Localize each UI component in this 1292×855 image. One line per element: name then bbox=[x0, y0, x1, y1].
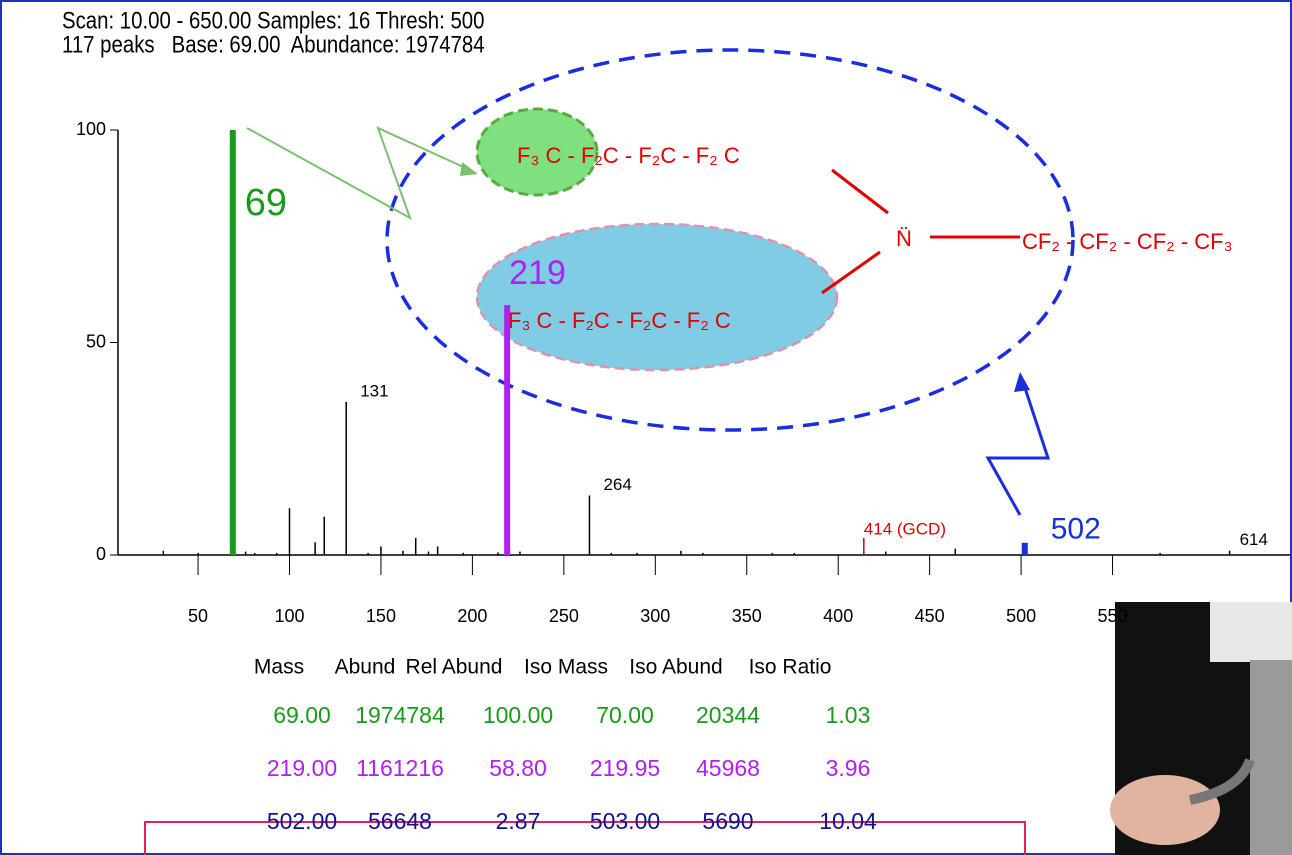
peak bbox=[771, 552, 774, 555]
arrow-green bbox=[246, 126, 471, 221]
arrow-blue bbox=[985, 384, 1051, 516]
fragment-blue bbox=[475, 222, 839, 372]
peak bbox=[497, 552, 499, 555]
peak bbox=[288, 508, 291, 555]
column-header: Iso Abund bbox=[629, 656, 722, 679]
table-cell: 2.87 bbox=[496, 808, 541, 834]
peak-info: 117 peaks Base: 69.00 Abundance: 1974784 bbox=[62, 31, 485, 58]
table-cell: 58.80 bbox=[489, 755, 547, 781]
nitrogen: N̈ bbox=[896, 226, 912, 251]
peak-label: 69 bbox=[245, 182, 287, 224]
fragment-label: F₃ C - F₂C - F₂C - F₂ C bbox=[517, 143, 740, 168]
peak bbox=[504, 305, 511, 555]
table-cell: 502.00 bbox=[267, 808, 337, 834]
molecule-outline bbox=[385, 48, 1075, 432]
peak bbox=[588, 495, 591, 555]
x-tick-label: 450 bbox=[915, 606, 945, 626]
x-tick-label: 550 bbox=[1098, 606, 1128, 626]
x-tick-label: 250 bbox=[549, 606, 579, 626]
table-cell: 1161216 bbox=[356, 755, 444, 781]
x-tick-label: 200 bbox=[457, 606, 487, 626]
peak bbox=[610, 552, 613, 555]
table-cell: 1.03 bbox=[826, 702, 871, 728]
fragment-green bbox=[475, 107, 599, 197]
peak bbox=[427, 551, 430, 555]
arrowhead-green bbox=[460, 162, 478, 176]
peak bbox=[1228, 550, 1231, 555]
table-cell: 69.00 bbox=[273, 702, 331, 728]
fragment-label: F₃ C - F₂C - F₂C - F₂ C bbox=[508, 308, 731, 333]
peak bbox=[275, 552, 278, 555]
x-tick-label: 300 bbox=[640, 606, 670, 626]
peak bbox=[1021, 542, 1028, 555]
table-cell: 503.00 bbox=[590, 808, 660, 834]
scan-info: Scan: 10.00 - 650.00 Samples: 16 Thresh:… bbox=[62, 7, 485, 34]
peak bbox=[954, 548, 957, 555]
table-cell: 1974784 bbox=[355, 702, 445, 728]
peak bbox=[436, 546, 439, 555]
x-tick-label: 50 bbox=[188, 606, 208, 626]
column-header: Rel Abund bbox=[406, 656, 503, 679]
x-tick-label: 100 bbox=[274, 606, 304, 626]
table-cell: 219.95 bbox=[590, 755, 660, 781]
peak bbox=[636, 552, 638, 555]
peak bbox=[702, 552, 704, 555]
peak bbox=[253, 552, 256, 555]
y-tick-label: 100 bbox=[76, 119, 106, 139]
peak bbox=[244, 551, 247, 555]
peak bbox=[414, 538, 417, 555]
column-header: Mass bbox=[254, 656, 304, 679]
column-header: Abund bbox=[335, 656, 396, 679]
peak bbox=[323, 516, 326, 555]
note-box bbox=[144, 821, 1026, 855]
table-cell: 70.00 bbox=[596, 702, 654, 728]
y-tick-label: 50 bbox=[86, 331, 106, 351]
bond bbox=[831, 168, 889, 215]
table-cell: 56648 bbox=[368, 808, 432, 834]
peak-label: 264 bbox=[603, 475, 631, 494]
peak bbox=[367, 552, 369, 555]
bond bbox=[821, 250, 881, 295]
chain-label: CF₂ - CF₂ - CF₂ - CF₃ bbox=[1022, 229, 1233, 254]
table-cell: 100.00 bbox=[483, 702, 553, 728]
peak bbox=[1159, 552, 1161, 555]
peak bbox=[680, 550, 682, 555]
table-cell: 3.96 bbox=[826, 755, 871, 781]
peak bbox=[162, 550, 165, 555]
peak bbox=[885, 551, 887, 555]
column-header: Iso Ratio bbox=[749, 656, 832, 679]
peak bbox=[345, 402, 347, 555]
peak-label: 614 bbox=[1240, 530, 1268, 549]
x-tick-label: 500 bbox=[1006, 606, 1036, 626]
peak bbox=[519, 551, 521, 555]
x-tick-label: 400 bbox=[823, 606, 853, 626]
y-tick-label: 0 bbox=[96, 544, 106, 564]
peak bbox=[793, 552, 796, 555]
peak bbox=[462, 552, 465, 555]
table-cell: 45968 bbox=[696, 755, 760, 781]
table-cell: 219.00 bbox=[267, 755, 337, 781]
table-cell: 5690 bbox=[702, 808, 753, 834]
peak-label: 131 bbox=[360, 381, 388, 400]
peak bbox=[229, 130, 236, 555]
table-cell: 10.04 bbox=[819, 808, 877, 834]
x-tick-label: 150 bbox=[366, 606, 396, 626]
peak-label: 414 (GCD) bbox=[864, 519, 946, 538]
peak bbox=[863, 538, 865, 555]
column-header: Iso Mass bbox=[524, 656, 608, 679]
peak bbox=[314, 542, 316, 555]
peak bbox=[197, 552, 199, 555]
arrowhead-blue bbox=[1014, 372, 1030, 392]
table-cell: 20344 bbox=[696, 702, 760, 728]
peak bbox=[402, 550, 404, 555]
peak bbox=[380, 546, 382, 555]
peak-label: 219 bbox=[509, 254, 566, 292]
peak-label: 502 bbox=[1051, 513, 1101, 546]
x-tick-label: 350 bbox=[732, 606, 762, 626]
photo bbox=[1110, 602, 1292, 855]
